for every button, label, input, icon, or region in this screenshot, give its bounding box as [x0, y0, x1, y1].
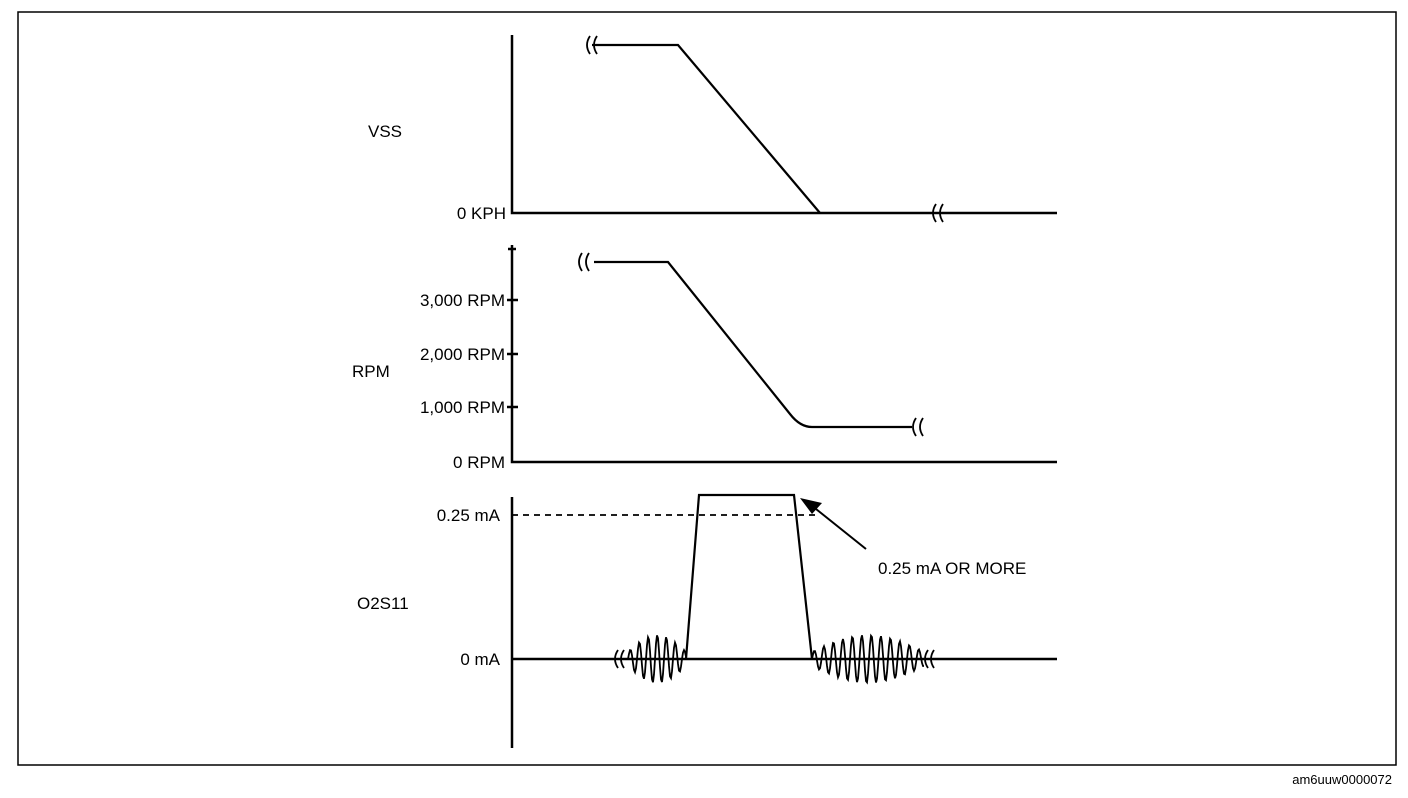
rpm-tick-1000: 1,000 RPM	[420, 398, 505, 417]
o2s11-tick-025: 0.25 mA	[437, 506, 501, 525]
vss-waveform	[592, 43, 821, 214]
o2s11-tick-0: 0 mA	[460, 650, 500, 669]
vss-break-end-icon	[932, 203, 944, 223]
vss-axes	[510, 35, 1057, 215]
o2s11-break-start-icon	[614, 649, 625, 669]
rpm-waveform	[594, 260, 912, 429]
o2s11-label: O2S11	[357, 594, 409, 613]
vss-break-start-icon	[586, 35, 598, 55]
rpm-tick-3000: 3,000 RPM	[420, 291, 505, 310]
annotation-arrowhead-icon	[800, 498, 822, 514]
annotation-text: 0.25 mA OR MORE	[878, 559, 1026, 578]
annotation-arrow-line	[815, 508, 867, 550]
rpm-panel: RPM 3,000 RPM 2,000 RPM 1,000 RPM 0 RPM	[352, 245, 1057, 472]
vss-label: VSS	[368, 122, 402, 141]
rpm-break-start-icon	[578, 252, 590, 272]
figure-id: am6uuw0000072	[1292, 772, 1392, 787]
o2s11-panel: O2S11 0.25 mA 0 mA 0.25 mA OR MORE	[357, 493, 1057, 748]
rpm-label: RPM	[352, 362, 390, 381]
rpm-break-end-icon	[912, 417, 924, 437]
o2s11-axes	[510, 497, 1057, 748]
o2s11-pulse	[684, 493, 814, 660]
o2s11-oscillation-left	[627, 633, 687, 683]
vss-panel: VSS 0 KPH	[368, 35, 1057, 223]
diagram-frame	[17, 11, 1397, 766]
vss-tick-0: 0 KPH	[457, 204, 506, 223]
rpm-tick-0: 0 RPM	[453, 453, 505, 472]
rpm-tick-2000: 2,000 RPM	[420, 345, 505, 364]
o2s11-oscillation-right	[811, 633, 924, 685]
rpm-axes	[507, 245, 1057, 464]
o2s11-break-end-icon	[924, 649, 935, 669]
